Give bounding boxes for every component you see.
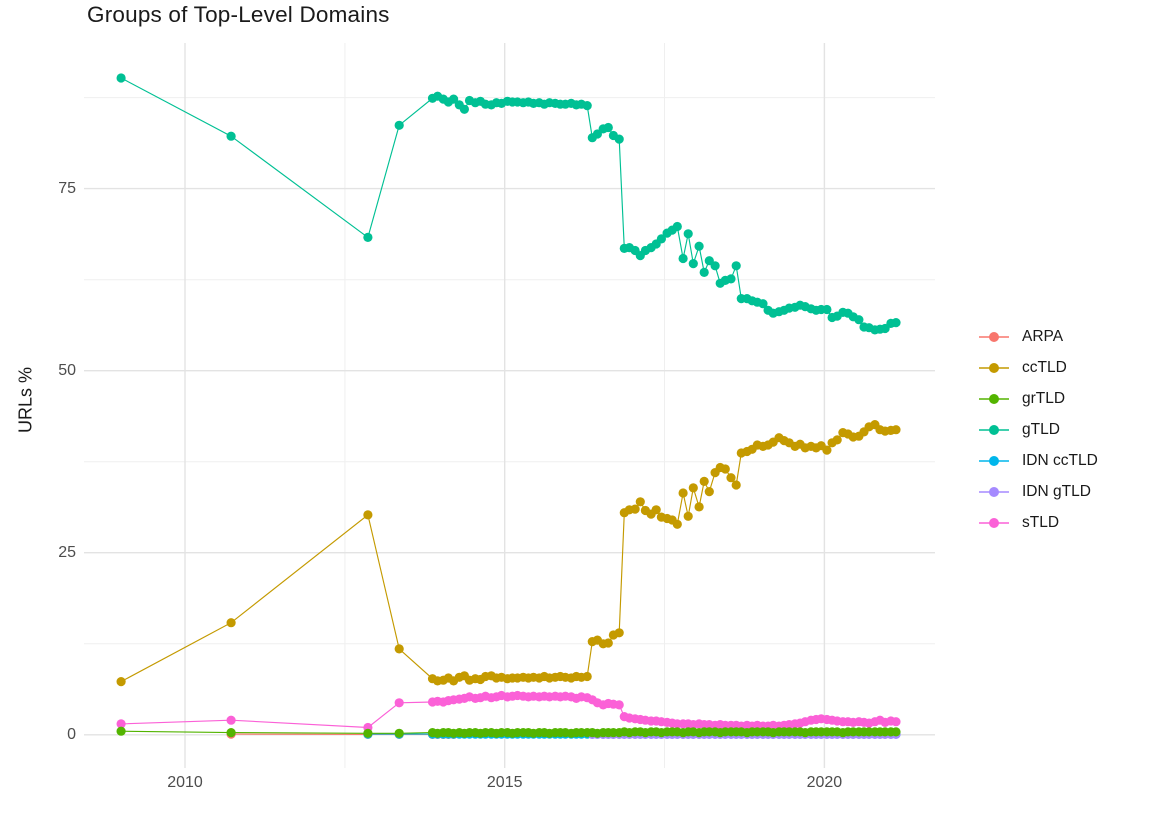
x-tick-label: 2020 bbox=[806, 774, 843, 791]
data-point-sTLD bbox=[394, 698, 404, 708]
data-point-ccTLD bbox=[603, 638, 613, 648]
data-point-gTLD bbox=[699, 267, 709, 277]
data-point-gTLD bbox=[603, 122, 613, 133]
data-point-ccTLD bbox=[720, 464, 730, 474]
data-point-ccTLD bbox=[683, 511, 693, 521]
legend-item-IDN gTLD: IDN gTLD bbox=[978, 476, 1098, 507]
data-point-ccTLD bbox=[832, 435, 842, 445]
y-tick-label: 0 bbox=[67, 725, 76, 743]
data-point-ccTLD bbox=[394, 644, 404, 654]
data-point-ccTLD bbox=[635, 497, 645, 507]
data-point-ccTLD bbox=[630, 504, 640, 514]
legend-key-icon bbox=[979, 393, 1009, 404]
data-point-ccTLD bbox=[822, 445, 832, 455]
data-point-gTLD bbox=[394, 120, 404, 130]
legend-key-icon bbox=[979, 331, 1009, 342]
legend-item-IDN ccTLD: IDN ccTLD bbox=[978, 445, 1098, 476]
data-point-sTLD bbox=[891, 717, 901, 727]
data-point-gTLD bbox=[683, 229, 693, 239]
data-point-ccTLD bbox=[116, 677, 126, 687]
data-point-ccTLD bbox=[688, 483, 698, 493]
data-point-ccTLD bbox=[363, 510, 373, 520]
data-point-gTLD bbox=[656, 234, 667, 244]
data-point-gTLD bbox=[116, 73, 126, 83]
y-tick-label: 75 bbox=[58, 179, 76, 197]
legend-label: IDN ccTLD bbox=[1022, 451, 1098, 469]
data-point-gTLD bbox=[854, 315, 864, 325]
legend-key-icon bbox=[979, 424, 1009, 435]
data-point-gTLD bbox=[614, 134, 624, 144]
data-point-grTLD bbox=[116, 726, 126, 736]
legend: ARPA ccTLD grTLD gTLD IDN ccTLD IDN gTLD sTLD bbox=[978, 321, 1098, 538]
series-line-gTLD bbox=[120, 77, 897, 331]
data-point-ccTLD bbox=[699, 476, 709, 486]
chart-title: Groups of Top-Level Domains bbox=[87, 2, 390, 27]
legend-label: IDN gTLD bbox=[1022, 482, 1091, 500]
data-point-ccTLD bbox=[582, 671, 592, 682]
data-point-grTLD bbox=[363, 728, 373, 738]
data-point-ccTLD bbox=[651, 505, 661, 515]
legend-label: sTLD bbox=[1022, 513, 1060, 531]
data-point-gTLD bbox=[726, 274, 736, 284]
data-point-ccTLD bbox=[891, 425, 901, 435]
legend-item-gTLD: gTLD bbox=[978, 414, 1098, 445]
data-point-grTLD bbox=[226, 728, 236, 738]
data-point-ccTLD bbox=[614, 628, 624, 638]
y-tick-label: 50 bbox=[58, 361, 76, 379]
data-point-gTLD bbox=[672, 221, 682, 232]
legend-key-icon bbox=[979, 455, 1009, 466]
data-point-ccTLD bbox=[672, 519, 682, 529]
legend-item-ARPA: ARPA bbox=[978, 321, 1098, 352]
data-point-ccTLD bbox=[678, 488, 688, 498]
legend-label: gTLD bbox=[1022, 420, 1060, 438]
legend-label: grTLD bbox=[1022, 389, 1066, 407]
legend-key-icon bbox=[979, 517, 1009, 528]
legend-label: ARPA bbox=[1022, 327, 1064, 345]
data-point-sTLD bbox=[226, 715, 236, 725]
data-point-gTLD bbox=[710, 261, 720, 271]
data-point-sTLD bbox=[116, 719, 126, 729]
data-point-ccTLD bbox=[694, 502, 704, 512]
data-point-gTLD bbox=[688, 259, 698, 269]
data-point-ccTLD bbox=[731, 480, 741, 490]
data-point-gTLD bbox=[678, 253, 688, 264]
data-point-grTLD bbox=[891, 727, 901, 737]
data-point-gTLD bbox=[891, 318, 901, 328]
legend-item-sTLD: sTLD bbox=[978, 507, 1098, 538]
data-point-ccTLD bbox=[226, 618, 236, 628]
data-point-gTLD bbox=[449, 94, 459, 104]
x-tick-label: 2010 bbox=[167, 774, 203, 791]
legend-item-ccTLD: ccTLD bbox=[978, 352, 1098, 383]
data-point-gTLD bbox=[582, 101, 592, 111]
data-point-gTLD bbox=[459, 104, 469, 114]
data-point-gTLD bbox=[758, 299, 768, 309]
data-point-gTLD bbox=[226, 131, 236, 141]
x-tick-label: 2015 bbox=[486, 774, 523, 791]
data-point-sTLD bbox=[614, 700, 624, 710]
data-point-ccTLD bbox=[704, 487, 714, 497]
legend-key-icon bbox=[979, 486, 1009, 497]
legend-label: ccTLD bbox=[1022, 358, 1067, 376]
data-point-gTLD bbox=[822, 304, 832, 315]
data-point-gTLD bbox=[363, 232, 373, 242]
data-point-gTLD bbox=[694, 241, 704, 251]
legend-item-grTLD: grTLD bbox=[978, 383, 1098, 414]
data-point-ccTLD bbox=[726, 473, 736, 483]
data-point-gTLD bbox=[731, 261, 741, 271]
legend-key-icon bbox=[979, 362, 1009, 373]
data-point-grTLD bbox=[394, 728, 404, 738]
y-tick-label: 25 bbox=[58, 543, 76, 561]
